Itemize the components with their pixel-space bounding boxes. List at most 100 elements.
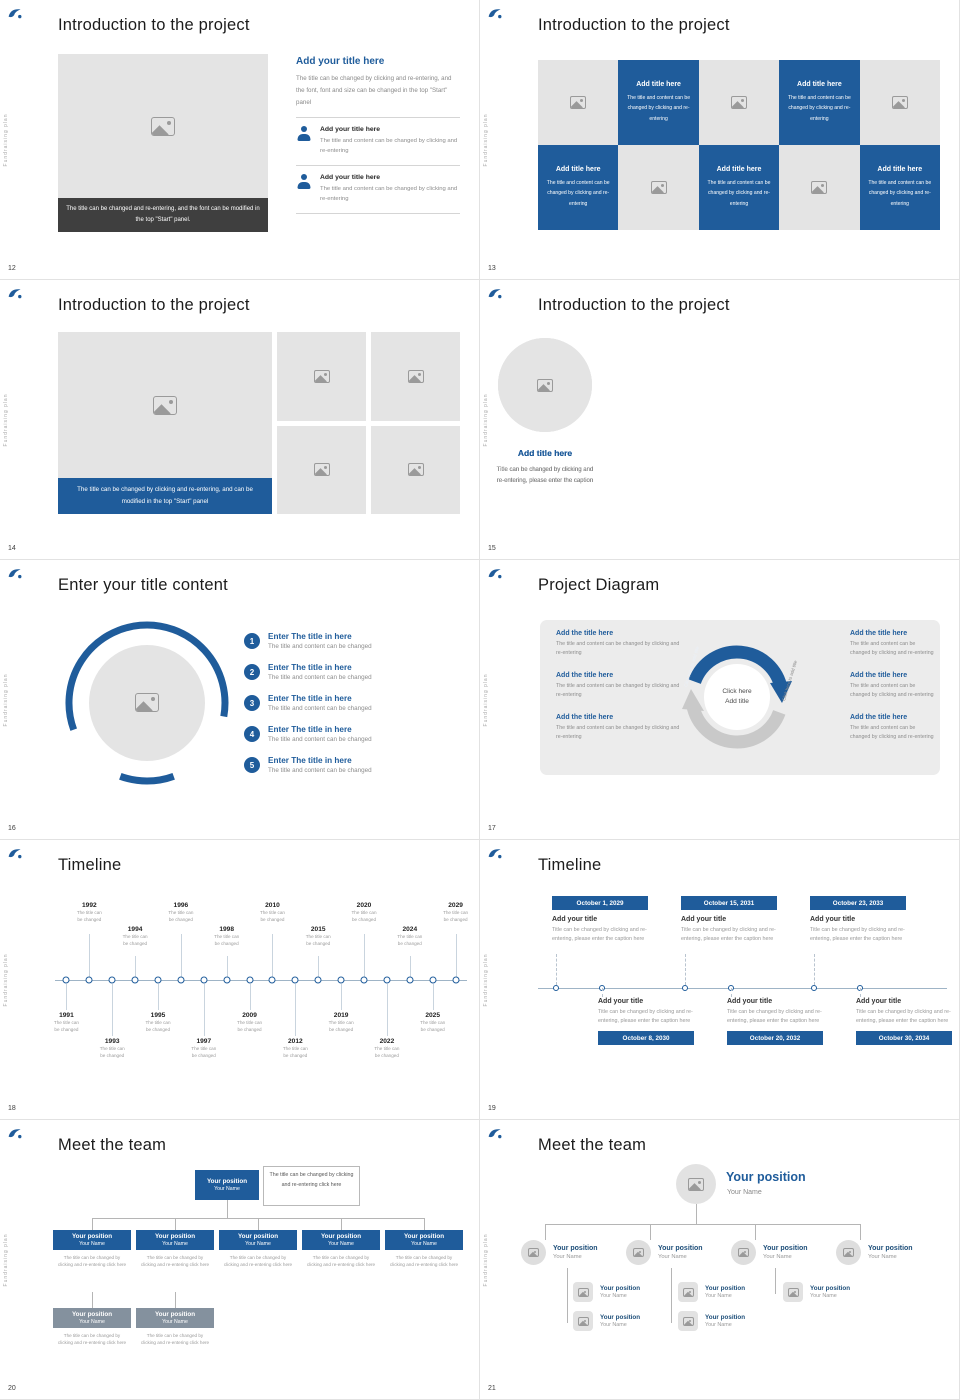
slide-12-thumbnail[interactable]: Fundraising plan Introduction to the pro…: [0, 0, 480, 280]
event-caption: The title can be changed: [122, 934, 148, 946]
number-badge: 5: [244, 757, 260, 773]
panel-item: Add the title here The title and content…: [850, 630, 936, 658]
org-member: Your position Your Name The title can be…: [219, 1230, 297, 1269]
event-year: 1995: [150, 1012, 166, 1019]
slide-15-thumbnail[interactable]: Fundraising plan Introduction to the pro…: [480, 280, 960, 560]
slide-20-thumbnail[interactable]: Fundraising plan Meet the team Your posi…: [0, 1120, 480, 1400]
picture-icon: [738, 1248, 749, 1257]
side-vertical-text: Fundraising plan: [483, 673, 489, 726]
picture-icon: [570, 96, 587, 109]
template-logo-icon: [7, 567, 23, 580]
item-title: Add the title here: [850, 714, 908, 721]
number-badge: 3: [244, 695, 260, 711]
feature-body: The title and content can be changed by …: [320, 186, 458, 203]
timeline-event: 2019 The title can be changed: [329, 900, 354, 1078]
event-caption: The title can be changed: [420, 1020, 446, 1032]
timeline-event: 2025 The title can be changed: [420, 900, 445, 1078]
event-year: 2012: [288, 1038, 303, 1045]
name-label: Your Name: [553, 1254, 582, 1260]
grid-cell: Add title here The title and content can…: [859, 145, 940, 230]
picture-icon: [891, 96, 908, 109]
item-title: Add the title here: [850, 630, 908, 637]
member-avatar: [521, 1240, 546, 1265]
team-member: Your position Your Name: [521, 1240, 626, 1265]
timeline-event: 2012 The title can be changed: [283, 900, 308, 1078]
event-title: Add your title: [552, 916, 598, 923]
event-year: 2019: [333, 1012, 349, 1019]
position-label: Your position: [600, 1314, 641, 1321]
connector-line: [175, 1292, 176, 1308]
cell-body: The title and content can be changed by …: [707, 180, 771, 207]
team-member: Your position Your Name: [573, 1282, 678, 1302]
grid-cell: [538, 60, 619, 145]
item-title: Enter The title in here: [268, 725, 352, 734]
member-box: Your position Your Name: [385, 1230, 463, 1250]
slide-14-thumbnail[interactable]: Fundraising plan Introduction to the pro…: [0, 280, 480, 560]
numbered-item: 1 Enter The title in here The title and …: [244, 632, 460, 650]
slide-21-thumbnail[interactable]: Fundraising plan Meet the team Your posi…: [480, 1120, 960, 1400]
image-placeholder: [58, 54, 268, 198]
slide-number: 16: [8, 825, 16, 832]
slide-16-thumbnail[interactable]: Fundraising plan Enter your title conten…: [0, 560, 480, 840]
cell-title: Add title here: [636, 81, 681, 89]
name-label: Your Name: [600, 1322, 627, 1328]
template-logo-icon: [7, 287, 23, 300]
cell-body: The title and content can be changed by …: [546, 180, 610, 207]
grid-cell: [698, 60, 780, 145]
slide-19-thumbnail[interactable]: Fundraising plan Timeline October 1, 202…: [480, 840, 960, 1120]
connector-line: [860, 1224, 861, 1240]
numbered-item: 4 Enter The title in here The title and …: [244, 725, 460, 743]
feature-item: Add your title here The title and conten…: [296, 118, 460, 167]
timeline-event: 2020 The title can be changed: [352, 900, 377, 1078]
timeline-event: 1991 The title can be changed: [54, 900, 79, 1078]
connector-line: [92, 1218, 93, 1230]
name-label: Your Name: [79, 1241, 105, 1247]
position-label: Your position: [868, 1245, 913, 1252]
org-member: Your position Your Name The title can be…: [53, 1230, 131, 1269]
team-member: Your position Your Name: [836, 1240, 941, 1265]
column-body: Title can be changed by clicking and re-…: [496, 467, 594, 485]
connector-line: [545, 1224, 861, 1225]
event-caption: The title can be changed: [76, 910, 102, 922]
event-caption: The title can be changed: [282, 1046, 308, 1058]
column-title: Add title here: [517, 448, 573, 458]
picture-icon: [135, 693, 159, 712]
connector-line: [696, 1204, 697, 1224]
timeline-event: 1993 The title can be changed: [100, 900, 125, 1078]
event-year: 1991: [59, 1012, 74, 1019]
slide-17-thumbnail[interactable]: Fundraising plan Project Diagram Add the…: [480, 560, 960, 840]
member-avatar: [678, 1282, 698, 1302]
picture-icon: [682, 1316, 694, 1326]
team-row-2: Your position Your Name Your position Yo…: [573, 1282, 888, 1302]
number-badge: 1: [244, 633, 260, 649]
slide-title: Meet the team: [538, 1136, 647, 1154]
member-box: Your position Your Name: [53, 1230, 131, 1250]
member-box: Your position Your Name: [136, 1230, 214, 1250]
event-body: Title can be changed by clicking and re-…: [810, 927, 905, 943]
event-caption: The title can be changed: [374, 1046, 400, 1058]
cell-title: Add title here: [877, 166, 923, 174]
org-member: Your position Your Name The title can be…: [136, 1230, 214, 1269]
event-caption: The title can be changed: [168, 910, 194, 922]
connector-line: [775, 1268, 776, 1294]
name-label: Your Name: [705, 1293, 732, 1299]
member-box: Your position Your Name: [219, 1230, 297, 1250]
team-member: Your position Your Name: [626, 1240, 731, 1265]
event-year: 2029: [448, 902, 463, 909]
event-caption: The title can be changed: [99, 1046, 125, 1058]
position-label: Your position: [71, 1311, 113, 1318]
team-member: Your position Your Name: [731, 1240, 836, 1265]
member-avatar: [573, 1311, 593, 1331]
event-year: 1992: [81, 902, 97, 909]
member-caption: The title can be changed by clicking and…: [140, 1333, 210, 1346]
name-label: Your Name: [245, 1241, 271, 1247]
slide-title: Timeline: [538, 856, 602, 874]
event-caption: The title can be changed: [328, 1020, 354, 1032]
cell-body: The title and content can be changed by …: [868, 180, 932, 207]
slide-13-thumbnail[interactable]: Fundraising plan Introduction to the pro…: [480, 0, 960, 280]
item-body: The title and content can be changed: [268, 674, 372, 681]
diagram-center-label: Click here Add title: [704, 687, 770, 707]
picture-icon: [153, 395, 177, 415]
connector-line: [424, 1218, 425, 1230]
slide-18-thumbnail[interactable]: Fundraising plan Timeline 1991 The title…: [0, 840, 480, 1120]
